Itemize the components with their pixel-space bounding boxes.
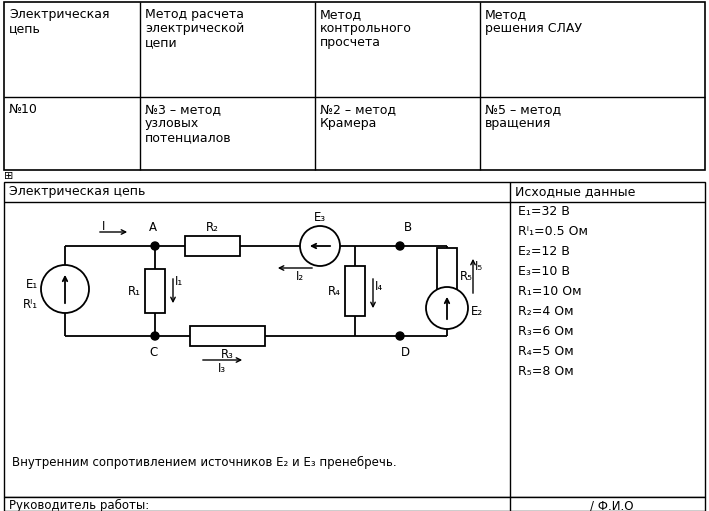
Bar: [437, 248, 457, 304]
Text: R₅: R₅: [460, 269, 473, 283]
Text: решения СЛАУ: решения СЛАУ: [485, 22, 582, 35]
Text: I₁: I₁: [175, 274, 183, 288]
Text: R₅=8 Ом: R₅=8 Ом: [518, 365, 574, 378]
Bar: [145, 269, 165, 313]
Text: Исходные данные: Исходные данные: [515, 185, 635, 198]
Text: R₄=5 Ом: R₄=5 Ом: [518, 345, 574, 358]
Bar: [4, 2, 705, 170]
Text: E₁: E₁: [26, 277, 38, 290]
Circle shape: [396, 242, 404, 250]
Text: потенциалов: потенциалов: [145, 131, 232, 144]
Bar: [190, 326, 265, 346]
Text: R₄: R₄: [328, 285, 341, 297]
Circle shape: [151, 242, 159, 250]
Text: электрической: электрической: [145, 22, 244, 35]
Circle shape: [151, 332, 159, 340]
Circle shape: [396, 332, 404, 340]
Text: I₂: I₂: [296, 270, 304, 283]
Bar: [185, 236, 240, 256]
Bar: [4, 497, 705, 511]
Text: I₅: I₅: [475, 260, 483, 272]
Text: R₃: R₃: [220, 348, 233, 361]
Text: E₃: E₃: [314, 211, 326, 224]
Text: E₂: E₂: [471, 305, 483, 317]
Text: / Ф.И.О: / Ф.И.О: [590, 499, 634, 511]
Text: R₂=4 Ом: R₂=4 Ом: [518, 305, 574, 318]
Text: R₃=6 Ом: R₃=6 Ом: [518, 325, 574, 338]
Text: I₄: I₄: [375, 280, 383, 292]
Text: Крамера: Крамера: [320, 117, 377, 130]
Text: Rᴵ₁=0.5 Ом: Rᴵ₁=0.5 Ом: [518, 225, 588, 238]
Text: цепи: цепи: [145, 36, 178, 49]
Text: ⊞: ⊞: [4, 171, 13, 181]
Text: E₂=12 В: E₂=12 В: [518, 245, 570, 258]
Text: вращения: вращения: [485, 117, 552, 130]
Text: I₃: I₃: [218, 362, 226, 375]
Text: C: C: [149, 346, 157, 359]
Text: D: D: [401, 346, 410, 359]
Text: №2 – метод: №2 – метод: [320, 103, 396, 116]
Text: R₂: R₂: [206, 221, 218, 234]
Bar: [345, 266, 365, 316]
Text: №5 – метод: №5 – метод: [485, 103, 561, 116]
Text: Внутренним сопротивлением источников E₂ и E₃ пренебречь.: Внутренним сопротивлением источников E₂ …: [12, 456, 396, 469]
Text: Rᴵ₁: Rᴵ₁: [23, 297, 38, 311]
Text: №3 – метод: №3 – метод: [145, 103, 221, 116]
Circle shape: [300, 226, 340, 266]
Text: узловых: узловых: [145, 117, 199, 130]
Text: Метод: Метод: [320, 8, 362, 21]
Bar: [4, 182, 705, 497]
Text: Электрическая: Электрическая: [9, 8, 109, 21]
Text: Электрическая цепь: Электрическая цепь: [9, 185, 145, 198]
Text: E₃=10 В: E₃=10 В: [518, 265, 570, 278]
Circle shape: [426, 287, 468, 329]
Circle shape: [41, 265, 89, 313]
Text: Метод расчета: Метод расчета: [145, 8, 244, 21]
Text: контрольного: контрольного: [320, 22, 412, 35]
Text: I: I: [102, 220, 106, 233]
Text: R₁: R₁: [128, 285, 141, 297]
Text: E₁=32 В: E₁=32 В: [518, 205, 570, 218]
Text: Руководитель работы:: Руководитель работы:: [9, 499, 150, 511]
Text: Метод: Метод: [485, 8, 527, 21]
Text: №10: №10: [9, 103, 38, 116]
Text: A: A: [149, 221, 157, 234]
Text: R₁=10 Ом: R₁=10 Ом: [518, 285, 581, 298]
Text: просчета: просчета: [320, 36, 381, 49]
Text: цепь: цепь: [9, 22, 41, 35]
Text: B: B: [404, 221, 412, 234]
